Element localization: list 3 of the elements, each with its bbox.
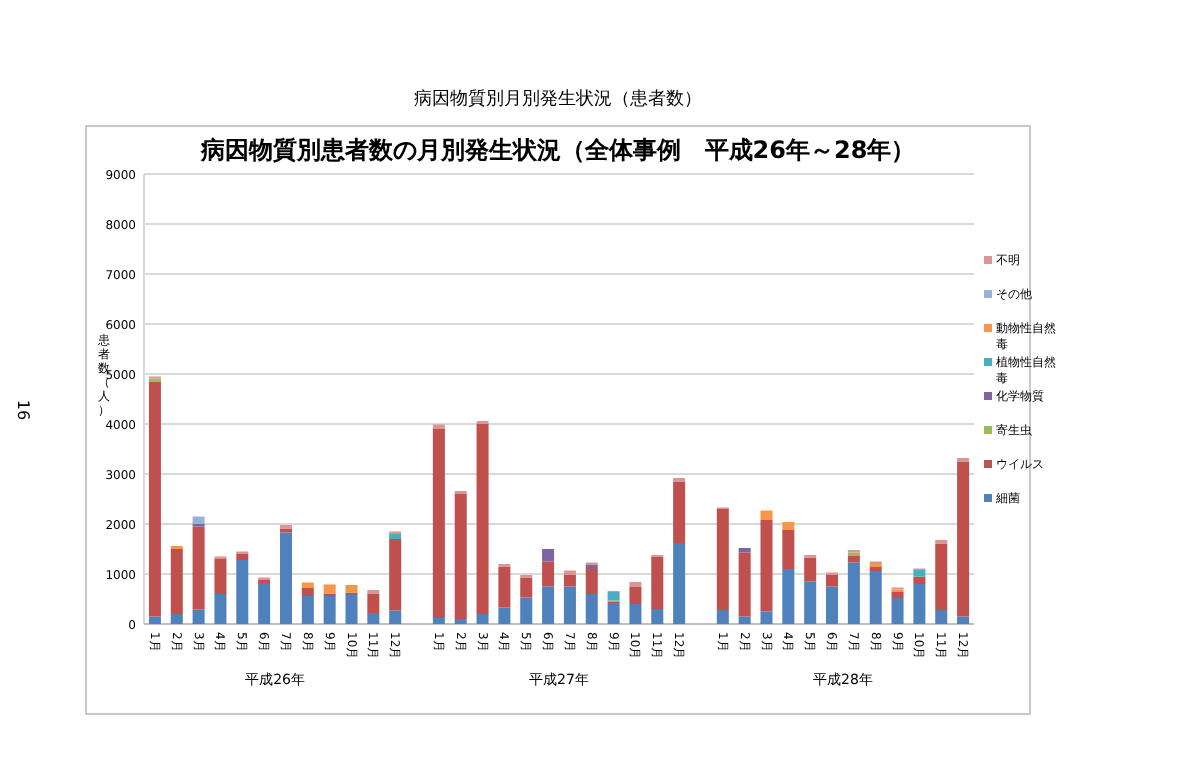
chart-title: 病因物質別月別発生状況（患者数） <box>414 88 702 110</box>
text: 16 <box>14 399 32 421</box>
chart-subtitle: 病因物質別患者数の月別発生状況（全体事例 平成26年～28年） <box>198 136 916 164</box>
